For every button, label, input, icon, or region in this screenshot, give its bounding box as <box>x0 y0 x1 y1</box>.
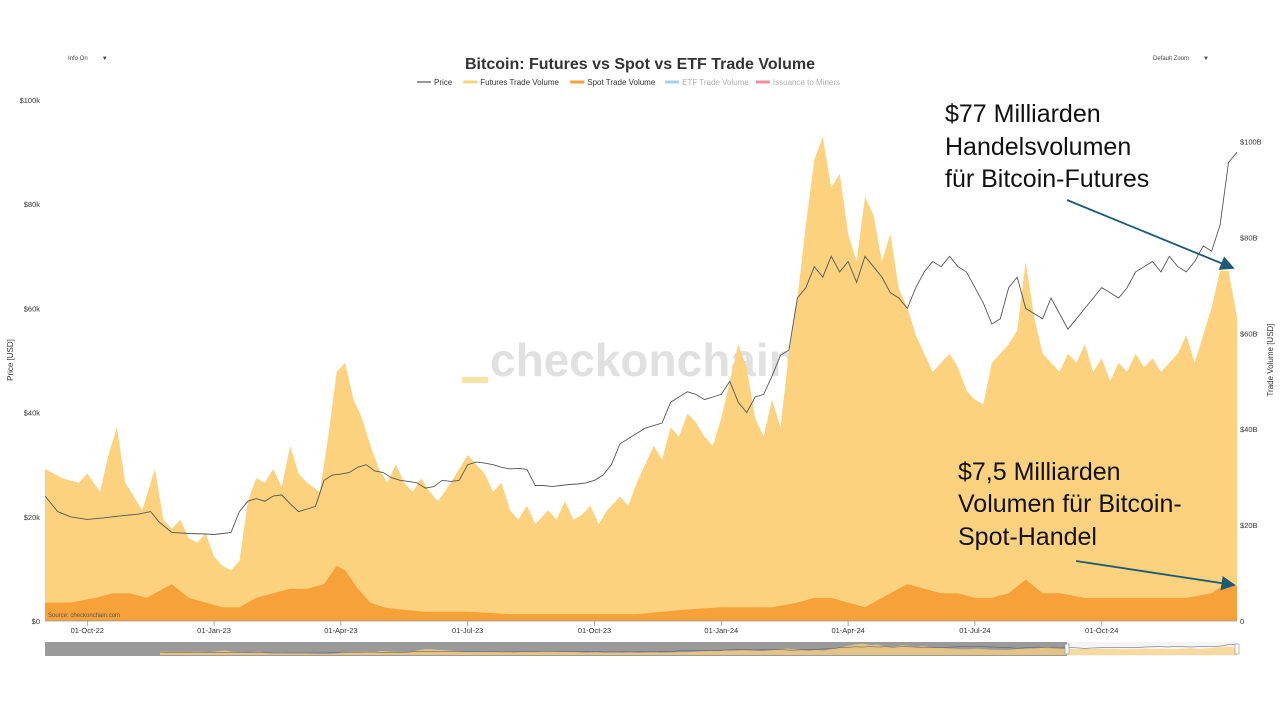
watermark: checkonchain <box>490 334 797 386</box>
y-left-tick-label: $80k <box>24 200 41 209</box>
info-select-value: Info On <box>68 56 88 62</box>
y-left-tick-label: $0 <box>32 617 40 626</box>
y-right-tick-label: $100B <box>1240 137 1262 146</box>
legend-item[interactable]: ETF Trade Volume <box>665 78 749 87</box>
spot-annotation-arrow <box>1075 560 1236 591</box>
chart-title: Bitcoin: Futures vs Spot vs ETF Trade Vo… <box>465 56 815 73</box>
navigator-futures-area <box>160 643 1237 655</box>
watermark-underscore <box>462 377 488 383</box>
y-right-tick-label: $20B <box>1240 521 1258 530</box>
chevron-down-icon: ▼ <box>1203 56 1209 62</box>
y-right-tick-label: 0 <box>1240 617 1244 626</box>
spot-annotation-line1: $7,5 Milliarden <box>958 458 1121 486</box>
spot-volume-area <box>45 565 1237 621</box>
futures-annotation: $77 Milliarden Handelsvolumen für Bitcoi… <box>945 100 1149 193</box>
legend-label: Spot Trade Volume <box>587 78 656 87</box>
y-left-tick-label: $20k <box>24 513 41 522</box>
y-right-tick-label: $40B <box>1240 425 1258 434</box>
legend-label: Issuance to Miners <box>773 78 840 87</box>
y-left-tick-label: $40k <box>24 409 41 418</box>
legend-label: Futures Trade Volume <box>480 78 559 87</box>
futures-annotation-line3: für Bitcoin-Futures <box>945 165 1149 193</box>
info-select[interactable]: Info On ▼ <box>68 56 108 62</box>
source-note: Source: checkonchain.com <box>48 613 120 619</box>
spot-annotation: $7,5 Milliarden Volumen für Bitcoin- Spo… <box>958 458 1182 551</box>
x-tick-label: 01-Jan-23 <box>197 626 231 635</box>
legend-item[interactable]: Futures Trade Volume <box>463 78 560 87</box>
legend-label: ETF Trade Volume <box>682 78 749 87</box>
x-tick-label: 01-Oct-22 <box>71 626 104 635</box>
y-left-axis-label: Price [USD] <box>6 339 15 381</box>
zoom-select-value: Default Zoom <box>1153 56 1190 62</box>
futures-annotation-line2: Handelsvolumen <box>945 133 1131 161</box>
x-tick-label: 01-Apr-24 <box>831 626 864 635</box>
x-tick-label: 01-Apr-23 <box>324 626 357 635</box>
range-navigator[interactable] <box>45 642 1240 656</box>
x-tick-label: 01-Jul-24 <box>959 626 990 635</box>
legend-item[interactable]: Spot Trade Volume <box>570 78 656 87</box>
x-tick-label: 01-Jan-24 <box>704 626 738 635</box>
navigator-handle-right[interactable] <box>1234 643 1240 655</box>
futures-annotation-line1: $77 Milliarden <box>945 100 1101 128</box>
x-tick-label: 01-Jul-23 <box>452 626 483 635</box>
y-left-tick-label: $100k <box>20 96 41 105</box>
x-tick-label: 01-Oct-24 <box>1085 626 1118 635</box>
navigator-handle-left[interactable] <box>1064 643 1070 655</box>
legend-item[interactable]: Price <box>417 78 453 87</box>
y-right-tick-label: $80B <box>1240 233 1258 242</box>
x-tick-label: 01-Oct-23 <box>578 626 611 635</box>
price-line <box>44 151 1238 535</box>
spot-annotation-line3: Spot-Handel <box>958 523 1097 551</box>
legend-item[interactable]: Issuance to Miners <box>755 78 840 87</box>
chart-legend[interactable]: Price Futures Trade Volume Spot Trade Volu… <box>417 78 840 87</box>
zoom-select[interactable]: Default Zoom ▼ <box>1153 56 1209 62</box>
y-left-tick-label: $60k <box>24 304 41 313</box>
legend-label: Price <box>434 78 453 87</box>
y-right-axis-label: Trade Volume [USD] <box>1266 323 1275 396</box>
futures-volume-area <box>45 136 1237 621</box>
chevron-down-icon: ▼ <box>101 56 108 62</box>
spot-annotation-line2: Volumen für Bitcoin- <box>958 490 1182 518</box>
futures-annotation-arrow <box>1066 199 1235 270</box>
y-right-tick-label: $60B <box>1240 329 1258 338</box>
